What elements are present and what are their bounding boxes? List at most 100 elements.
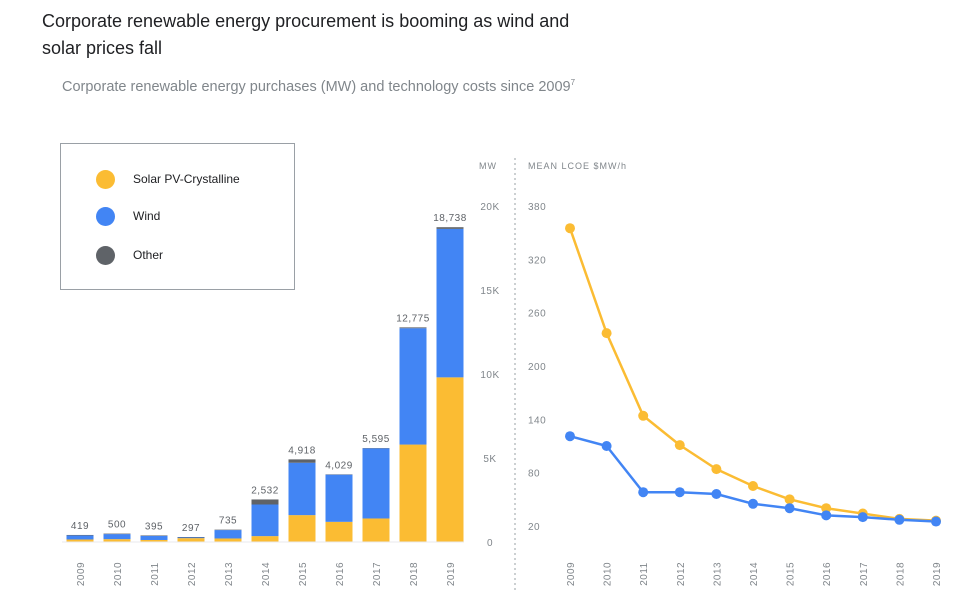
line-x-tick-label: 2013 xyxy=(712,562,723,586)
legend-item-solar: Solar PV-Crystalline xyxy=(96,169,240,189)
bar-segment-other xyxy=(436,227,464,229)
legend-item-wind: Wind xyxy=(96,206,160,226)
line-y-tick-label: 140 xyxy=(528,415,546,426)
line-point-solar xyxy=(674,440,685,451)
line-point-solar xyxy=(711,464,722,475)
chart-title: Corporate renewable energy procurement i… xyxy=(42,8,602,62)
line-point-wind xyxy=(931,516,941,527)
bar-segment-solar xyxy=(399,444,427,542)
line-point-wind xyxy=(638,487,649,498)
bar-x-tick-label: 2014 xyxy=(261,562,272,586)
bar-segment-wind xyxy=(362,448,390,519)
line-point-wind xyxy=(821,510,832,521)
line-x-tick-label: 2015 xyxy=(786,562,797,586)
line-y-tick-label: 200 xyxy=(528,362,546,373)
bar-segment-solar xyxy=(362,518,390,542)
bar-segment-solar xyxy=(177,538,205,542)
line-x-tick-label: 2016 xyxy=(822,562,833,586)
line-point-solar xyxy=(821,503,832,514)
line-point-wind xyxy=(674,487,685,498)
legend-swatch-wind xyxy=(96,206,115,226)
bar-segment-solar xyxy=(140,539,168,542)
bar-segment-solar xyxy=(325,521,353,542)
legend-swatch-other xyxy=(96,245,115,265)
chart-subtitle: Corporate renewable energy purchases (MW… xyxy=(62,78,575,95)
legend-swatch-solar xyxy=(96,169,115,189)
line-point-wind xyxy=(748,498,758,509)
bar-segment-wind xyxy=(66,535,94,540)
legend-item-other: Other xyxy=(96,245,163,265)
bar-total-label: 18,738 xyxy=(433,213,467,224)
bar-x-tick-label: 2016 xyxy=(335,562,346,586)
bar-segment-wind xyxy=(214,530,242,539)
bar-segment-other xyxy=(177,537,205,538)
line-x-tick-label: 2017 xyxy=(859,562,870,586)
legend: Solar PV-Crystalline Wind Other xyxy=(60,143,295,290)
line-point-solar xyxy=(784,494,795,505)
bar-y-tick-label: 20K xyxy=(480,202,499,213)
bar-x-tick-label: 2010 xyxy=(113,562,124,586)
legend-label-wind: Wind xyxy=(133,209,161,223)
line-y-tick-label: 80 xyxy=(528,469,540,480)
bar-chart: MW 0 5K 10K 15K 20K 419 2009 500 2010 395 2011 297 2… xyxy=(62,161,499,586)
line-point-solar xyxy=(565,223,575,234)
bar-segment-wind xyxy=(103,534,131,540)
bar-segment-wind xyxy=(436,228,464,378)
bar-x-tick-label: 2018 xyxy=(409,562,420,586)
line-y-tick-label: 320 xyxy=(528,255,546,266)
bar-segment-wind xyxy=(325,474,353,522)
bar-segment-solar xyxy=(251,536,279,542)
bar-segment-other xyxy=(288,459,316,463)
bar-y-tick-label: 5K xyxy=(483,454,496,465)
line-point-wind xyxy=(711,489,722,499)
bar-total-label: 2,532 xyxy=(251,485,279,496)
bar-x-tick-label: 2012 xyxy=(187,562,198,586)
bar-y-tick-label: 0 xyxy=(487,538,493,549)
line-x-tick-label: 2012 xyxy=(676,562,687,586)
line-point-wind xyxy=(857,512,868,523)
legend-label-other: Other xyxy=(133,248,164,262)
bar-segment-other xyxy=(140,535,168,536)
bar-segment-other xyxy=(66,534,94,536)
line-point-solar xyxy=(748,481,758,491)
footnote-marker: 7 xyxy=(570,78,576,87)
line-point-solar xyxy=(601,328,612,339)
bar-segment-other xyxy=(103,533,131,535)
bar-segment-solar xyxy=(66,539,94,542)
bar-segment-wind xyxy=(140,535,168,540)
bar-total-label: 735 xyxy=(219,516,237,527)
line-series-solar xyxy=(568,227,937,522)
chart-title-text: Corporate renewable energy procurement i… xyxy=(42,11,570,58)
bar-segment-solar xyxy=(214,538,242,542)
bar-segment-other xyxy=(399,327,427,329)
line-point-wind xyxy=(784,503,795,514)
line-point-wind xyxy=(601,441,612,451)
legend-label-solar: Solar PV-Crystalline xyxy=(133,172,240,186)
bar-segment-other xyxy=(251,499,279,505)
bar-segment-wind xyxy=(288,462,316,516)
line-point-solar xyxy=(638,410,649,421)
line-x-tick-label: 2019 xyxy=(932,562,943,586)
bar-total-label: 297 xyxy=(182,523,200,534)
line-point-wind xyxy=(565,431,575,442)
line-x-tick-label: 2014 xyxy=(749,562,760,586)
bar-y-axis-label: MW xyxy=(479,161,497,171)
bar-total-label: 419 xyxy=(71,521,89,532)
bar-segment-wind xyxy=(399,328,427,445)
line-point-wind xyxy=(894,514,905,525)
bar-x-tick-label: 2011 xyxy=(150,562,161,586)
line-y-axis-label: MEAN LCOE $MW/h xyxy=(528,161,627,171)
bar-x-tick-label: 2015 xyxy=(298,562,309,586)
line-x-tick-label: 2009 xyxy=(566,562,577,586)
line-x-tick-label: 2018 xyxy=(895,562,906,586)
line-y-tick-label: 380 xyxy=(528,202,546,213)
line-x-tick-label: 2011 xyxy=(639,562,650,586)
bar-segment-solar xyxy=(288,515,316,542)
bar-segment-solar xyxy=(436,377,464,542)
bar-x-tick-label: 2013 xyxy=(224,562,235,586)
bar-segment-wind xyxy=(251,504,279,537)
line-chart: MEAN LCOE $MW/h 20 80 140 200 260 320 380 2009 2… xyxy=(528,161,943,586)
bar-total-label: 4,918 xyxy=(288,445,316,456)
bar-x-tick-label: 2009 xyxy=(76,562,87,586)
